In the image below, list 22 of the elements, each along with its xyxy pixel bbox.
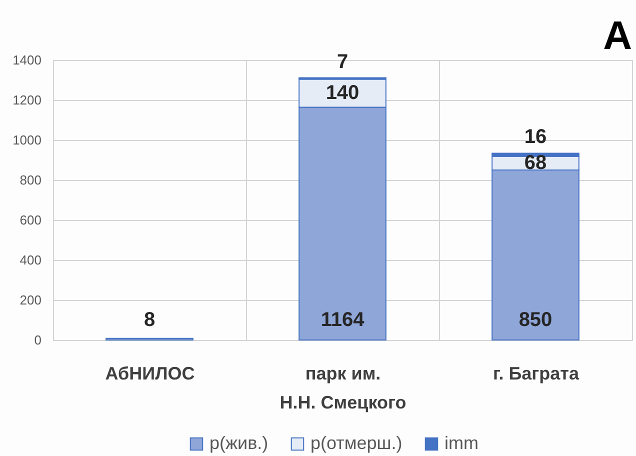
data-label: 7 xyxy=(336,50,348,73)
y-tick-label: 1000 xyxy=(12,132,42,148)
y-tick-label: 1200 xyxy=(12,92,42,108)
y-tick-label: 200 xyxy=(20,292,42,308)
data-label: 850 xyxy=(518,309,552,331)
data-label: 68 xyxy=(524,152,547,174)
data-label: 8 xyxy=(144,309,156,331)
y-tick-label: 0 xyxy=(34,332,42,348)
data-label: 140 xyxy=(326,82,360,104)
chart-title: A xyxy=(603,14,632,58)
x-tick-label: АбНИЛОС xyxy=(105,364,195,384)
legend-label: p(отмерш.) xyxy=(310,433,402,453)
legend-label: imm xyxy=(444,433,478,453)
x-tick-label: г. Баграта xyxy=(493,364,580,384)
data-label: 1164 xyxy=(320,309,366,331)
legend-label: p(жив.) xyxy=(210,433,268,453)
y-tick-label: 800 xyxy=(20,172,42,188)
y-tick-label: 400 xyxy=(20,252,42,268)
x-tick-label: парк им. Н.Н. Смецкого xyxy=(280,364,406,412)
y-tick-label: 600 xyxy=(20,212,42,228)
data-label: 16 xyxy=(524,126,547,148)
y-tick-label: 1400 xyxy=(12,52,42,68)
